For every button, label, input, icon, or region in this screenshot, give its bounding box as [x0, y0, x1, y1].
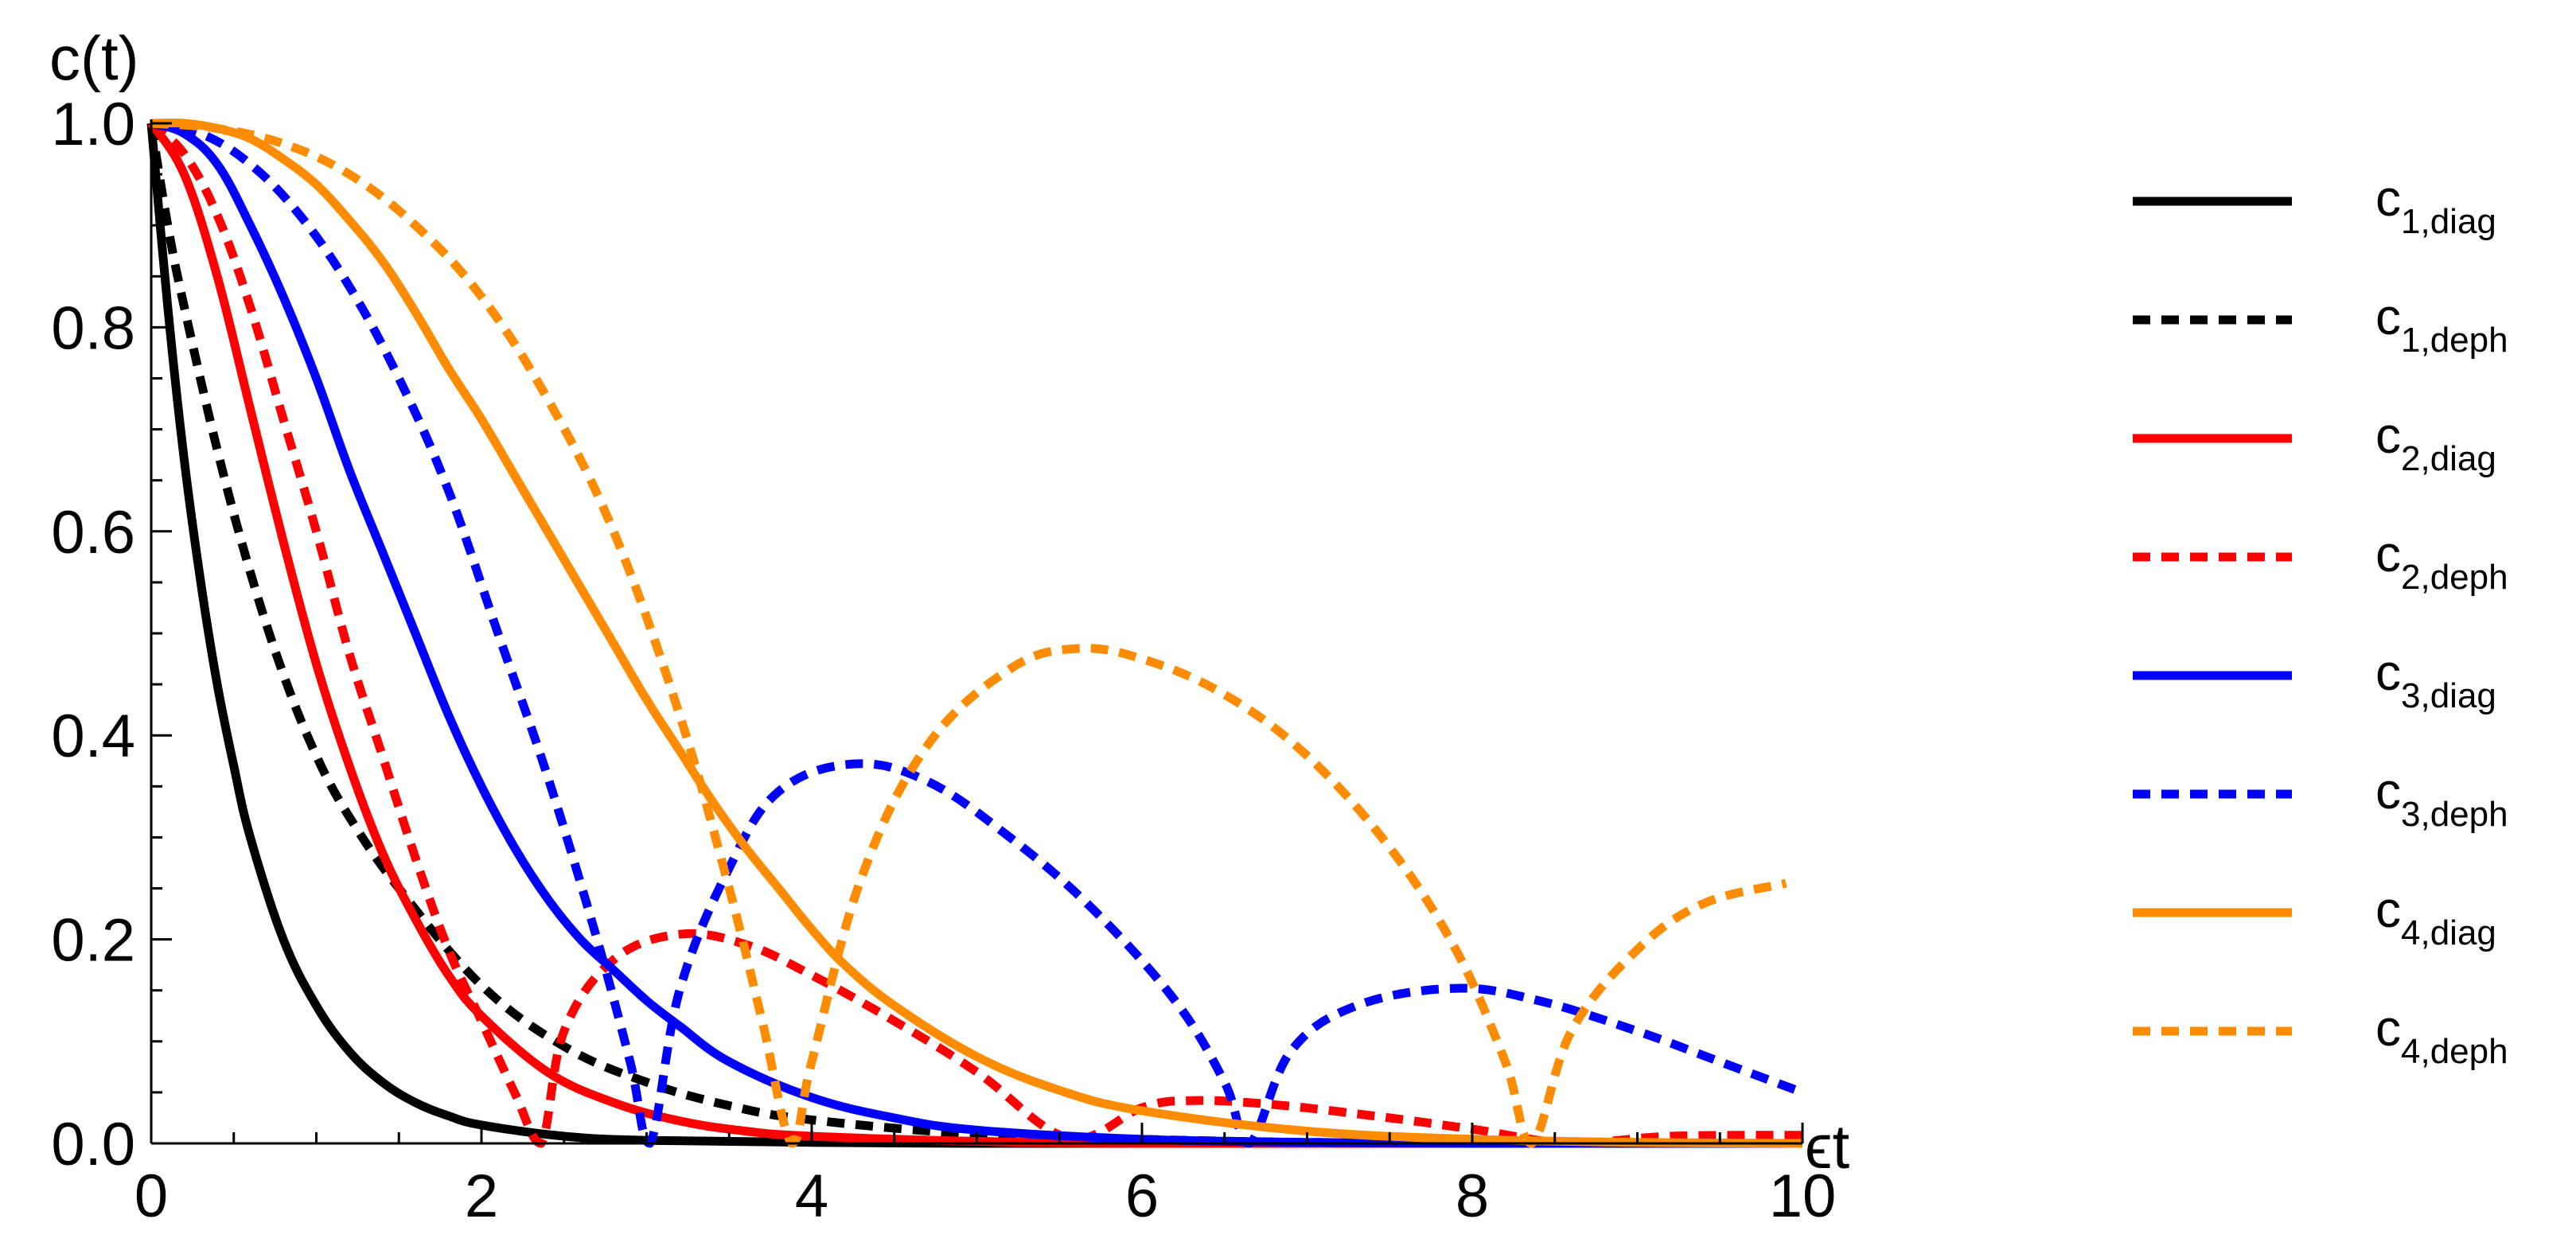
legend-item: c1,deph — [2133, 288, 2508, 360]
legend-item: c3,diag — [2133, 644, 2496, 715]
series-line-4-deph — [150, 119, 1787, 1148]
legend-label: c4,deph — [2375, 999, 2508, 1071]
x-tick-label: 0 — [134, 1162, 168, 1230]
legend-label: c3,diag — [2375, 644, 2496, 715]
x-tick-label: 8 — [1456, 1162, 1489, 1230]
series-line-2-diag — [147, 120, 1802, 1148]
y-tick-label: 0.6 — [51, 499, 135, 567]
series-line-3-diag — [150, 119, 1802, 1148]
legend-label: c2,deph — [2375, 525, 2508, 597]
legend-item: c1,diag — [2133, 169, 2496, 241]
y-axis-label: c(t) — [49, 23, 139, 93]
series-line-2-deph — [148, 119, 1803, 1148]
series-layer — [146, 118, 1804, 1148]
y-tick-label: 0.2 — [51, 907, 135, 975]
x-tick-label: 6 — [1125, 1162, 1159, 1230]
series-line-3-deph — [150, 119, 1804, 1148]
y-tick-label: 0.0 — [51, 1111, 135, 1178]
x-tick-label: 4 — [795, 1162, 828, 1230]
legend-item: c2,diag — [2133, 407, 2496, 478]
x-tick-label: 10 — [1769, 1162, 1837, 1230]
legend: c1,diag c1,deph c2,diag c2,deph c3,diag c3,de… — [2133, 169, 2508, 1071]
legend-item: c2,deph — [2133, 525, 2508, 597]
y-tick-label: 1.0 — [51, 91, 135, 158]
series-line-1-diag — [146, 123, 1802, 1148]
y-tick-label: 0.4 — [51, 703, 135, 770]
legend-label: c2,diag — [2375, 407, 2496, 478]
legend-item: c4,deph — [2133, 999, 2508, 1071]
axes-layer: 0 2 4 6 8 10 0.0 0.2 0.4 0.6 0.8 1.0c(t) ϵt — [49, 23, 1849, 1230]
legend-label: c3,deph — [2375, 762, 2508, 834]
legend-item: c3,deph — [2133, 762, 2508, 834]
series-line-4-diag — [150, 118, 1803, 1148]
series-line-1-deph — [146, 123, 1802, 1148]
legend-label: c1,deph — [2375, 288, 2508, 360]
legend-label: c1,diag — [2375, 169, 2496, 241]
y-tick-label: 0.8 — [51, 294, 135, 362]
x-axis-label: ϵt — [1805, 1112, 1849, 1182]
legend-item: c4,diag — [2133, 881, 2496, 952]
x-tick-label: 2 — [465, 1162, 498, 1230]
legend-label: c4,diag — [2375, 881, 2496, 952]
